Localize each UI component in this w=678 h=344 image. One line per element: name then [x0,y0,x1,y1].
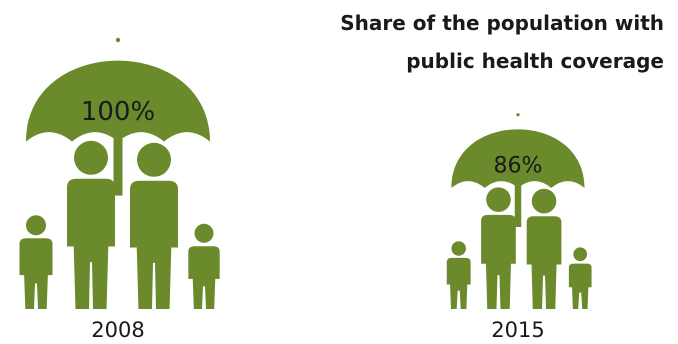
adult-right-2015-head [531,188,557,214]
child-right-2008-body [188,246,220,309]
data-label-2015: 86% [493,152,542,178]
adult-left-2008-body [67,178,115,309]
category-label-2008: 2008 [91,318,144,342]
child-right-2015-head [573,247,588,262]
umbrella-tip-2015 [516,113,520,117]
umbrella-shaft-2008 [113,137,123,196]
child-left-2015-head [451,241,466,256]
child-left-2008 [19,215,53,309]
umbrella-canopy-2015 [451,129,585,188]
umbrella-shaft-2015 [514,183,522,227]
chart-title-line-2: public health coverage [406,49,664,73]
child-left-2008-body [19,238,53,309]
adult-left-2015-body [481,214,516,309]
adult-right-2008-body [130,180,178,309]
adult-right-2015 [526,188,562,309]
data-label-2008: 100% [81,97,155,127]
child-left-2015 [446,241,471,309]
adult-right-2008-head [137,142,171,177]
figure-group-2008: 100% 2008 [19,37,220,342]
child-right-2008-head [194,223,214,243]
adult-left-2015 [481,187,516,309]
chart-title-line-1: Share of the population with [340,11,664,35]
adult-right-2015-body [526,216,562,309]
child-right-2008 [188,223,220,309]
adult-left-2008 [67,140,115,309]
adult-left-2008-head [74,140,108,175]
umbrella-canopy-2008 [26,60,210,142]
umbrella-tip-2008 [115,37,121,43]
child-right-2015-body [568,263,592,309]
adult-left-2015-head [486,187,511,212]
child-left-2015-body [446,257,471,309]
figure-group-2015: 86% 2015 [446,113,592,342]
adult-right-2008 [130,142,178,309]
child-left-2008-head [26,215,46,236]
child-right-2015 [568,247,592,309]
category-label-2015: 2015 [491,318,544,342]
